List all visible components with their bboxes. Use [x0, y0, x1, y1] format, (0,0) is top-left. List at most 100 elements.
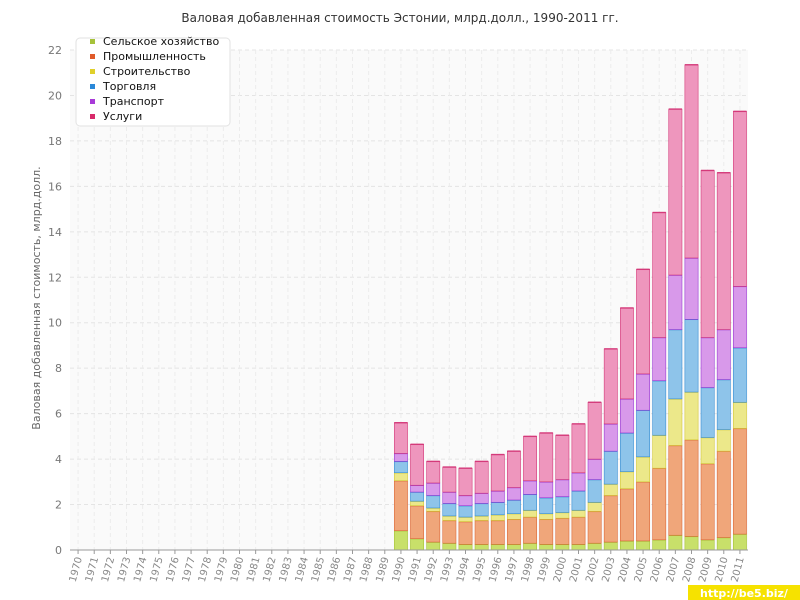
bar-segment	[620, 432, 634, 472]
bar-segment	[410, 538, 424, 551]
x-tick-label: 2003	[600, 556, 617, 583]
bar-segment	[555, 496, 570, 513]
bar-segment	[394, 530, 408, 551]
bar-segment	[426, 495, 441, 509]
bar-segment	[636, 373, 650, 411]
bar-segment	[652, 380, 667, 436]
legend-marker	[90, 69, 95, 74]
x-tick-label: 1984	[294, 556, 311, 583]
bar-segment	[668, 329, 683, 400]
watermark-background	[688, 585, 800, 600]
x-tick-label: 1992	[423, 556, 440, 583]
bar-segment	[700, 337, 715, 388]
bar-segment	[507, 513, 521, 520]
bar-segment	[603, 495, 618, 543]
x-tick-label: 2001	[568, 556, 585, 583]
bar-segment	[571, 544, 586, 551]
bar-segment	[474, 461, 489, 494]
legend: Сельское хозяйство Промышленность Строител…	[75, 35, 231, 127]
x-tick-label: 1970	[68, 556, 85, 583]
bar-segment	[539, 519, 554, 545]
x-tick-label: 1978	[197, 556, 214, 583]
bar-segment	[668, 398, 683, 446]
bar-segment	[458, 467, 473, 496]
bar-segment	[587, 458, 602, 480]
bar-segment	[490, 544, 505, 551]
legend-label: Услуги	[103, 110, 142, 123]
bar-segment	[458, 505, 473, 518]
bar-segment	[636, 540, 650, 551]
y-tick-label: 22	[48, 44, 62, 57]
bar-segment	[700, 539, 715, 551]
x-tick-label: 1975	[148, 556, 165, 583]
legend-label: Сельское хозяйство	[103, 35, 219, 48]
x-tick-label: 1972	[100, 556, 117, 583]
bar-segment	[700, 437, 715, 464]
bar-segment	[490, 501, 505, 516]
bar-segment	[620, 540, 634, 551]
bar-segment	[636, 456, 650, 483]
bar-segment	[620, 307, 634, 400]
bar-segment	[603, 483, 618, 496]
x-tick-label: 1986	[326, 556, 343, 583]
bar-segment	[394, 422, 408, 454]
x-tick-label: 1976	[165, 556, 182, 583]
bar-segment	[652, 467, 667, 541]
bar-segment	[426, 541, 441, 551]
bar-segment	[474, 544, 489, 551]
bar-segment	[410, 484, 424, 493]
x-tick-label: 2007	[665, 556, 682, 583]
x-tick-label: 1971	[84, 556, 101, 583]
y-tick-label: 16	[48, 180, 62, 193]
x-tick-label: 1979	[213, 556, 230, 583]
bar-segment	[733, 286, 747, 349]
bar-segment	[684, 391, 699, 441]
bar-segment	[474, 520, 489, 545]
x-tick-label: 2004	[617, 556, 634, 583]
bar-segment	[523, 494, 537, 511]
x-tick-label: 1990	[391, 556, 408, 583]
bar-segment	[620, 471, 634, 489]
bar-segment	[539, 481, 554, 499]
bar-segment	[587, 511, 602, 544]
bar-segment	[652, 337, 667, 381]
bar-segment	[603, 541, 618, 551]
bar-segment	[507, 450, 521, 488]
bar-segment	[668, 534, 683, 551]
bar-segment	[733, 428, 747, 535]
bar-segment	[716, 429, 731, 452]
bar-segment	[490, 454, 505, 492]
bar-segment	[442, 542, 457, 551]
bar-segment	[716, 329, 731, 380]
x-tick-label: 1993	[439, 556, 456, 583]
bar-segment	[700, 463, 715, 541]
bars	[394, 64, 747, 551]
bar-segment	[426, 511, 441, 543]
bar-segment	[571, 516, 586, 545]
x-tick-label: 1994	[455, 556, 472, 583]
bar-segment	[733, 111, 747, 287]
bar-segment	[426, 482, 441, 496]
x-tick-label: 1977	[181, 556, 198, 583]
legend-label: Строительство	[103, 65, 191, 78]
x-tick-label: 1995	[471, 556, 488, 583]
bar-segment	[636, 481, 650, 542]
bar-segment	[458, 544, 473, 551]
bar-segment	[394, 480, 408, 531]
legend-marker	[90, 114, 95, 119]
bar-segment	[474, 503, 489, 517]
bar-segment	[555, 512, 570, 519]
bar-segment	[603, 450, 618, 485]
bar-segment	[587, 401, 602, 460]
bar-segment	[539, 513, 554, 520]
x-tick-label: 1999	[536, 556, 553, 583]
bar-segment	[523, 480, 537, 495]
watermark-text: http://be5.biz/	[700, 587, 789, 600]
bar-segment	[474, 492, 489, 504]
legend-marker	[90, 39, 95, 44]
bar-segment	[410, 444, 424, 486]
y-tick-label: 8	[55, 362, 62, 375]
bar-segment	[668, 274, 683, 330]
bar-segment	[539, 544, 554, 551]
x-tick-label: 2005	[633, 556, 650, 583]
